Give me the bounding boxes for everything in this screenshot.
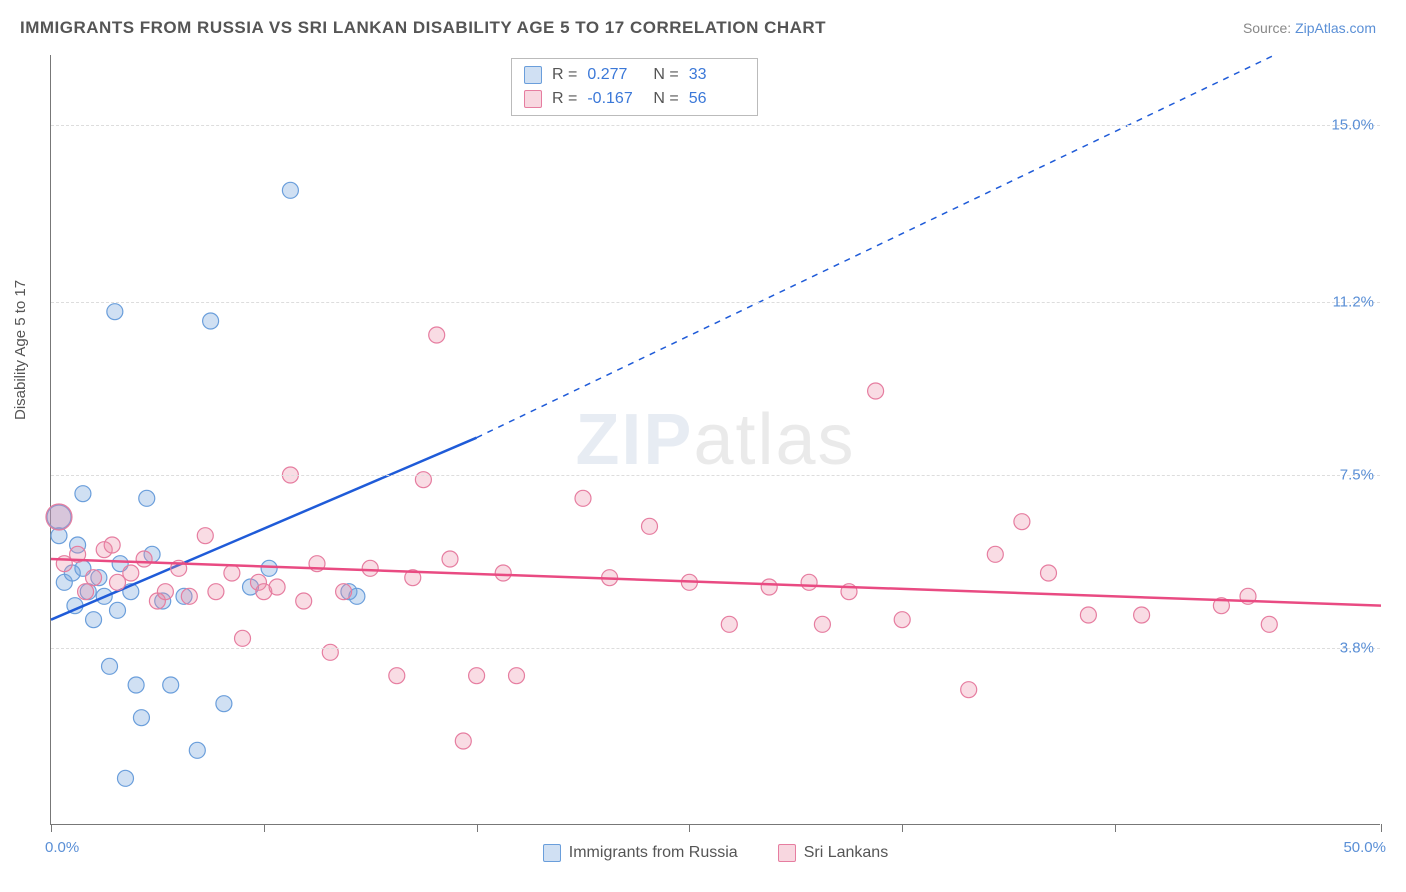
scatter-point-srilanka: [469, 668, 485, 684]
y-tick-label: 11.2%: [1333, 294, 1374, 311]
correlation-stats-box: R = 0.277 N = 33 R = -0.167 N = 56: [511, 58, 758, 116]
scatter-point-srilanka: [1014, 514, 1030, 530]
scatter-point-srilanka: [429, 327, 445, 343]
legend-label-srilanka: Sri Lankans: [804, 844, 889, 862]
scatter-point-srilanka: [442, 551, 458, 567]
scatter-point-russia: [107, 304, 123, 320]
scatter-point-russia: [261, 560, 277, 576]
x-tick: [1115, 824, 1116, 832]
stats-n-label: N =: [653, 63, 678, 87]
legend-item-srilanka: Sri Lankans: [778, 844, 889, 862]
scatter-point-srilanka: [894, 612, 910, 628]
chart-svg: [51, 55, 1380, 824]
stats-n-label: N =: [653, 87, 678, 111]
stats-n-srilanka: 56: [689, 87, 745, 111]
scatter-point-srilanka: [336, 584, 352, 600]
scatter-point-srilanka: [868, 383, 884, 399]
legend-item-russia: Immigrants from Russia: [543, 844, 738, 862]
x-axis-max-label: 50.0%: [1343, 839, 1386, 856]
legend-swatch-srilanka: [778, 844, 796, 862]
scatter-point-russia: [189, 742, 205, 758]
scatter-point-srilanka: [1041, 565, 1057, 581]
x-tick: [264, 824, 265, 832]
stats-r-label: R =: [552, 63, 577, 87]
scatter-point-srilanka: [157, 584, 173, 600]
swatch-srilanka: [524, 90, 542, 108]
y-tick-label: 7.5%: [1340, 467, 1374, 484]
scatter-point-russia: [128, 677, 144, 693]
plot-area: ZIPatlas R = 0.277 N = 33 R = -0.167 N =…: [50, 55, 1380, 825]
stats-row-srilanka: R = -0.167 N = 56: [524, 87, 745, 111]
scatter-point-russia: [133, 710, 149, 726]
scatter-point-russia: [75, 486, 91, 502]
scatter-point-srilanka: [509, 668, 525, 684]
scatter-point-srilanka: [389, 668, 405, 684]
gridline-h: [51, 125, 1380, 126]
chart-title: IMMIGRANTS FROM RUSSIA VS SRI LANKAN DIS…: [20, 18, 826, 38]
scatter-point-srilanka: [814, 616, 830, 632]
scatter-point-srilanka: [197, 528, 213, 544]
stats-r-label: R =: [552, 87, 577, 111]
scatter-point-russia: [163, 677, 179, 693]
scatter-point-srilanka: [1261, 616, 1277, 632]
x-tick: [1381, 824, 1382, 832]
stats-r-russia: 0.277: [587, 63, 643, 87]
scatter-point-srilanka: [1134, 607, 1150, 623]
scatter-point-srilanka: [761, 579, 777, 595]
gridline-h: [51, 475, 1380, 476]
scatter-point-srilanka: [86, 570, 102, 586]
source-prefix: Source:: [1243, 20, 1295, 36]
x-tick: [689, 824, 690, 832]
scatter-point-srilanka: [78, 584, 94, 600]
y-tick-label: 15.0%: [1331, 117, 1374, 134]
scatter-point-srilanka: [961, 682, 977, 698]
source-link[interactable]: ZipAtlas.com: [1295, 20, 1376, 36]
gridline-h: [51, 648, 1380, 649]
scatter-point-srilanka: [104, 537, 120, 553]
scatter-point-russia: [216, 696, 232, 712]
stats-n-russia: 33: [689, 63, 745, 87]
scatter-point-srilanka: [269, 579, 285, 595]
scatter-point-russia: [110, 602, 126, 618]
scatter-point-srilanka: [296, 593, 312, 609]
scatter-point-russia: [86, 612, 102, 628]
scatter-point-russia: [102, 658, 118, 674]
legend-label-russia: Immigrants from Russia: [569, 844, 738, 862]
legend-swatch-russia: [543, 844, 561, 862]
scatter-point-srilanka: [801, 574, 817, 590]
scatter-point-srilanka: [123, 565, 139, 581]
y-axis-label: Disability Age 5 to 17: [12, 280, 29, 420]
scatter-point-russia: [203, 313, 219, 329]
scatter-point-srilanka: [642, 518, 658, 534]
scatter-point-srilanka: [362, 560, 378, 576]
x-tick: [477, 824, 478, 832]
scatter-point-srilanka: [224, 565, 240, 581]
stats-r-srilanka: -0.167: [587, 87, 643, 111]
y-tick-label: 3.8%: [1340, 639, 1374, 656]
x-tick: [51, 824, 52, 832]
scatter-point-srilanka: [721, 616, 737, 632]
scatter-point-russia: [117, 770, 133, 786]
swatch-russia: [524, 66, 542, 84]
x-tick: [902, 824, 903, 832]
scatter-point-russia: [139, 490, 155, 506]
scatter-point-srilanka: [575, 490, 591, 506]
scatter-point-srilanka: [1080, 607, 1096, 623]
x-axis-min-label: 0.0%: [45, 839, 79, 856]
scatter-point-srilanka: [208, 584, 224, 600]
scatter-point-srilanka: [181, 588, 197, 604]
source-attribution: Source: ZipAtlas.com: [1243, 20, 1376, 36]
gridline-h: [51, 302, 1380, 303]
scatter-point-srilanka: [136, 551, 152, 567]
bottom-legend: Immigrants from Russia Sri Lankans: [51, 844, 1380, 862]
scatter-point-srilanka: [987, 546, 1003, 562]
scatter-point-srilanka: [235, 630, 251, 646]
scatter-point-srilanka: [46, 504, 72, 530]
scatter-point-srilanka: [495, 565, 511, 581]
scatter-point-russia: [282, 182, 298, 198]
stats-row-russia: R = 0.277 N = 33: [524, 63, 745, 87]
scatter-point-srilanka: [455, 733, 471, 749]
